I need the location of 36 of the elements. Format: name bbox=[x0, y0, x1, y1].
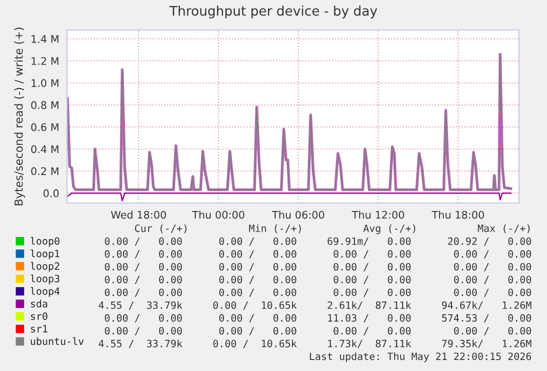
legend-label: loop3 bbox=[30, 274, 60, 284]
chart-title: Throughput per device - by day bbox=[169, 6, 378, 18]
text: 0.00 / 0.00 0.00 / 0.00 0.00 / 0.00 0.00 / 0.00 bbox=[104, 326, 532, 336]
text: 0.00 / 0.00 0.00 / 0.00 0.00 / 0.00 0.00 / 0.00 bbox=[104, 262, 532, 272]
text: 4.55 / 33.79k 0.00 / 10.65k 1.73k/ 87.11k 79.35k/ 1.26M bbox=[98, 340, 532, 348]
text: 0.00 / 0.00 0.00 / 0.00 0.00 / 0.00 0.00 / 0.00 bbox=[104, 288, 532, 297]
y-tick-label: 0.2 M bbox=[31, 167, 58, 176]
x-tick-label: Wed 18:00 bbox=[111, 210, 166, 219]
text: Last update: Thu May 21 22:00:15 2026 bbox=[310, 352, 532, 362]
x-tick-label: Thu 12:00 bbox=[352, 210, 404, 219]
legend-label: loop1 bbox=[30, 250, 60, 260]
legend-label: loop4 bbox=[30, 287, 60, 297]
legend-label: ubuntu-lv bbox=[30, 337, 84, 346]
y-tick-label: 0.8 M bbox=[31, 101, 58, 110]
legend-label: loop2 bbox=[30, 262, 60, 272]
text: 0.00 / 0.00 0.00 / 0.00 11.03 / 0.00 574.53 / 0.00 bbox=[104, 314, 532, 323]
y-tick-label: 1.2 M bbox=[32, 57, 58, 65]
legend-label: sr0 bbox=[30, 312, 48, 320]
text: Cur (-/+) Min (-/+) Avg (-/+) Max (-/+) bbox=[135, 224, 530, 234]
line-series bbox=[67, 192, 512, 202]
legend-label: loop0 bbox=[30, 237, 60, 247]
legend-label: sr1 bbox=[30, 325, 48, 333]
y-tick-label: 0.0 bbox=[43, 189, 59, 198]
x-tick-label: Thu 18:00 bbox=[432, 210, 484, 219]
x-tick-label: Thu 06:00 bbox=[272, 210, 324, 219]
y-tick-label: 1.4 M bbox=[32, 35, 58, 43]
text: 4.55 / 33.79k 0.00 / 10.65k 2.61k/ 87.11k 94.67k/ 1.26M bbox=[98, 301, 532, 310]
y-tick-label: 0.6 M bbox=[31, 123, 58, 132]
y-tick-label: 0.4 M bbox=[31, 145, 58, 154]
y-tick-label: 1.0 M bbox=[32, 79, 58, 87]
x-tick-label: Thu 00:00 bbox=[192, 210, 244, 219]
text: 0.00 / 0.00 0.00 / 0.00 0.00 / 0.00 0.00 / 0.00 bbox=[104, 276, 532, 284]
legend-label: sda bbox=[30, 300, 48, 308]
text: 0.00 / 0.00 0.00 / 0.00 0.00 / 0.00 0.00 / 0.00 bbox=[104, 250, 532, 259]
y-axis-title: Bytes/second read (-) / write (+) bbox=[14, 28, 25, 206]
text: 0.00 / 0.00 0.00 / 0.00 69.91m/ 0.00 20.92 / 0.00 bbox=[104, 237, 532, 246]
